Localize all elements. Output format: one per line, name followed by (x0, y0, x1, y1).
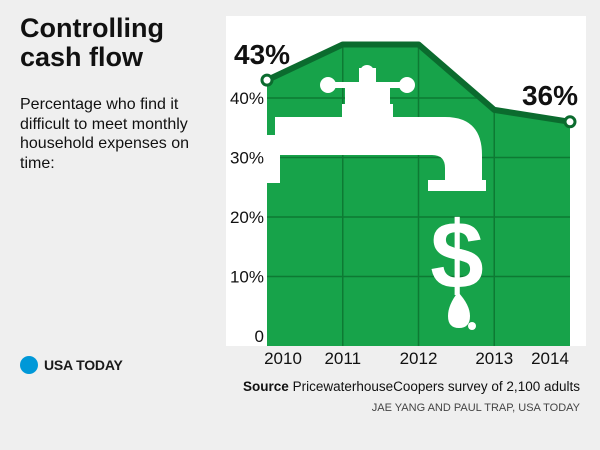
brand-name: USA TODAY (44, 357, 123, 373)
source-label: Source (243, 379, 289, 394)
brand-dot-icon (20, 356, 38, 374)
source-text: PricewaterhouseCoopers survey of 2,100 a… (292, 379, 580, 394)
x-tick-label: 2013 (475, 349, 513, 368)
y-tick-label: 40% (230, 89, 264, 108)
y-tick-label: 10% (230, 268, 264, 287)
data-label: 43% (234, 39, 290, 70)
x-tick-label: 2012 (400, 349, 438, 368)
data-point (563, 115, 577, 129)
x-tick-label: 2014 (531, 349, 569, 368)
y-tick-label: 0 (255, 327, 264, 346)
y-tick-label: 30% (230, 149, 264, 168)
y-tick-label: 20% (230, 208, 264, 227)
chart-title: Controlling cash flow (20, 13, 164, 72)
data-point (260, 73, 274, 87)
source-line: Source PricewaterhouseCoopers survey of … (243, 379, 580, 394)
data-label: 36% (522, 80, 578, 111)
dollar-sign-icon: $ (430, 202, 483, 309)
series-line (265, 41, 571, 125)
x-tick-label: 2011 (324, 349, 361, 368)
faucet-icon (267, 65, 486, 330)
x-tick-label: 2010 (264, 349, 302, 368)
credit-line: JAE YANG AND PAUL TRAP, USA TODAY (371, 402, 580, 414)
chart-subtitle: Percentage who find it difficult to meet… (20, 96, 190, 172)
usa-today-logo: USA TODAY (20, 356, 123, 374)
